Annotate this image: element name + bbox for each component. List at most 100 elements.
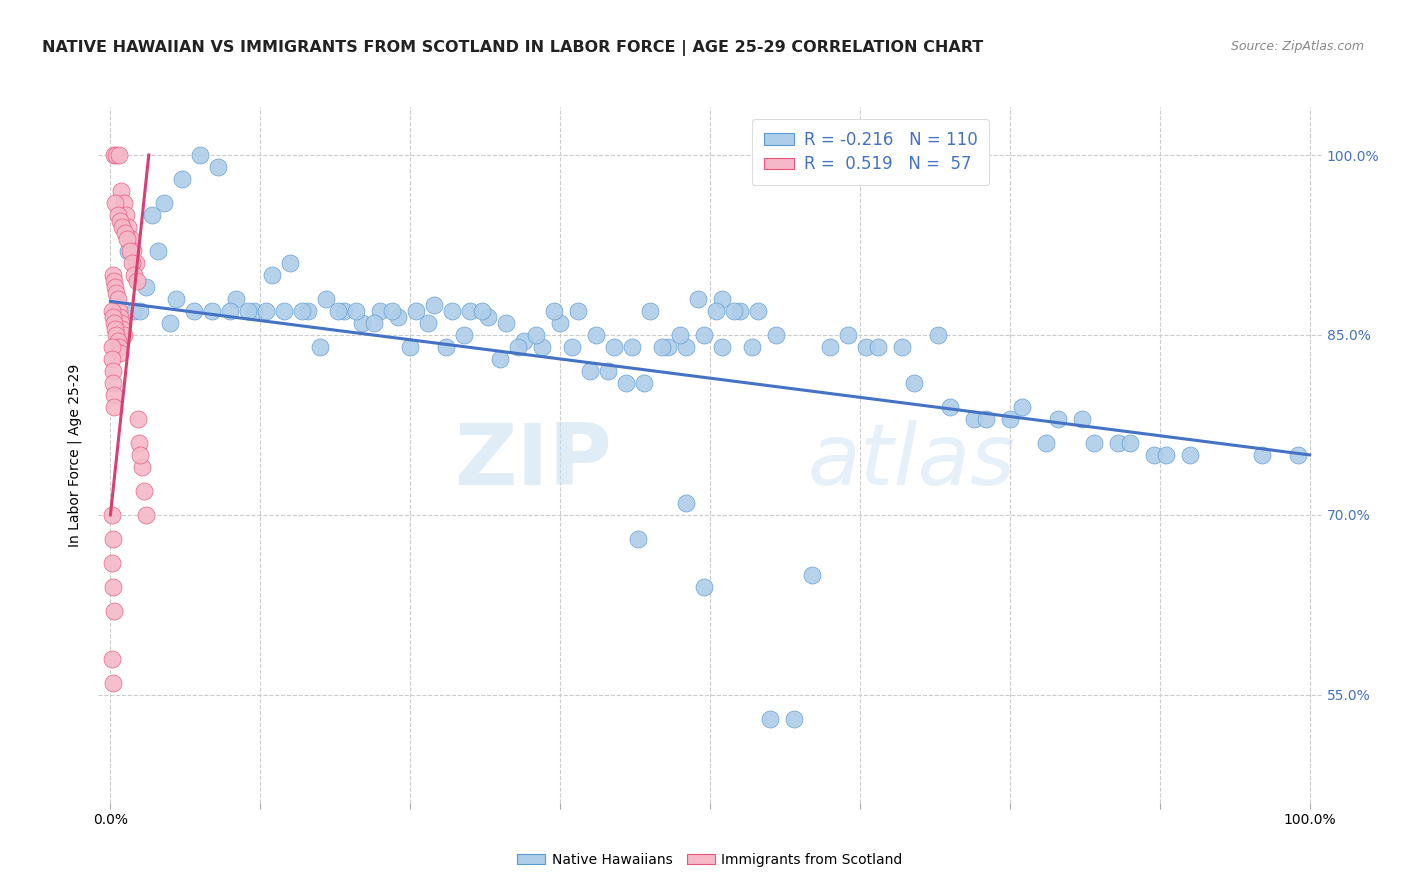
Point <box>657 340 679 354</box>
Point <box>651 340 673 354</box>
Point <box>621 340 644 354</box>
Point <box>108 214 131 228</box>
Point <box>101 268 124 282</box>
Point <box>405 304 427 318</box>
Point <box>262 268 284 282</box>
Point <box>188 148 212 162</box>
Point <box>723 304 745 318</box>
Point <box>159 316 181 330</box>
Point <box>669 328 692 343</box>
Point <box>1035 436 1057 450</box>
Point <box>117 244 139 258</box>
Point <box>711 292 734 306</box>
Point <box>567 304 589 318</box>
Point <box>107 334 129 348</box>
Point <box>100 652 122 666</box>
Point <box>363 316 385 330</box>
Point <box>489 351 512 366</box>
Point <box>183 304 205 318</box>
Point <box>855 340 877 354</box>
Point <box>100 556 122 570</box>
Point <box>103 604 125 618</box>
Point <box>104 196 127 211</box>
Point <box>238 304 260 318</box>
Point <box>100 351 122 366</box>
Point <box>368 304 391 318</box>
Point <box>315 292 337 306</box>
Point <box>100 340 122 354</box>
Point <box>127 412 149 426</box>
Point <box>399 340 422 354</box>
Point <box>614 376 637 390</box>
Point <box>254 304 277 318</box>
Point <box>135 280 157 294</box>
Text: ZIP: ZIP <box>454 420 612 503</box>
Point <box>381 304 404 318</box>
Point <box>115 208 138 222</box>
Text: NATIVE HAWAIIAN VS IMMIGRANTS FROM SCOTLAND IN LABOR FORCE | AGE 25-29 CORRELATI: NATIVE HAWAIIAN VS IMMIGRANTS FROM SCOTL… <box>42 40 983 56</box>
Point <box>638 304 661 318</box>
Point <box>103 388 125 402</box>
Point <box>866 340 889 354</box>
Point <box>711 340 734 354</box>
Point <box>675 496 697 510</box>
Point <box>103 400 125 414</box>
Point <box>627 532 650 546</box>
Point <box>243 304 266 318</box>
Point <box>458 304 481 318</box>
Point <box>1070 412 1092 426</box>
Point <box>1143 448 1166 462</box>
Point <box>108 340 131 354</box>
Point <box>122 244 145 258</box>
Point <box>114 226 136 240</box>
Point <box>108 310 131 324</box>
Point <box>124 256 146 270</box>
Point <box>434 340 457 354</box>
Point <box>273 304 295 318</box>
Point <box>747 304 769 318</box>
Point <box>531 340 554 354</box>
Point <box>107 208 129 222</box>
Point <box>890 340 912 354</box>
Point <box>543 304 565 318</box>
Point <box>110 316 132 330</box>
Point <box>103 316 125 330</box>
Point <box>1107 436 1129 450</box>
Point <box>101 580 124 594</box>
Point <box>124 304 146 318</box>
Point <box>148 244 170 258</box>
Point <box>225 292 247 306</box>
Point <box>596 364 619 378</box>
Point <box>107 292 129 306</box>
Point <box>108 346 131 360</box>
Point <box>101 532 124 546</box>
Point <box>112 196 135 211</box>
Point <box>998 412 1021 426</box>
Point <box>453 328 475 343</box>
Point <box>693 580 716 594</box>
Point <box>352 316 374 330</box>
Point <box>131 459 153 474</box>
Point <box>201 304 224 318</box>
Legend: Native Hawaiians, Immigrants from Scotland: Native Hawaiians, Immigrants from Scotla… <box>512 847 908 872</box>
Point <box>471 304 494 318</box>
Point <box>103 274 125 288</box>
Point <box>477 310 499 324</box>
Point <box>129 448 152 462</box>
Point <box>513 334 536 348</box>
Point <box>963 412 986 426</box>
Point <box>100 508 122 522</box>
Point <box>333 304 356 318</box>
Point <box>837 328 859 343</box>
Point <box>101 310 124 324</box>
Point <box>104 280 127 294</box>
Point <box>423 298 446 312</box>
Point <box>111 322 134 336</box>
Point <box>927 328 949 343</box>
Point <box>765 328 787 343</box>
Point <box>728 304 751 318</box>
Point <box>101 364 124 378</box>
Point <box>561 340 583 354</box>
Point <box>1286 448 1309 462</box>
Point <box>219 304 242 318</box>
